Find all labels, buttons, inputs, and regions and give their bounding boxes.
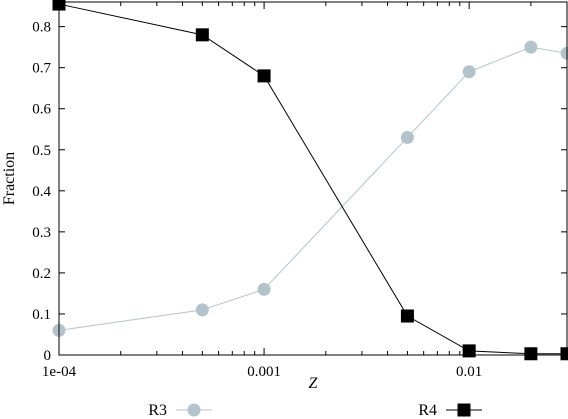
x-tick-label: 0.001 bbox=[247, 364, 281, 380]
data-point-r4 bbox=[560, 347, 568, 361]
y-tick-label: 0 bbox=[44, 348, 52, 364]
legend-label-r4: R4 bbox=[418, 402, 437, 419]
x-tick-label: 0.01 bbox=[456, 364, 482, 380]
y-axis-label: Fraction bbox=[1, 152, 18, 205]
plot-frame bbox=[58, 1, 568, 356]
series-line-r4 bbox=[58, 3, 567, 355]
y-tick-label: 0.6 bbox=[32, 102, 51, 118]
data-point-r3 bbox=[462, 65, 476, 79]
y-tick-label: 0.3 bbox=[32, 225, 51, 241]
data-point-r3 bbox=[400, 130, 414, 144]
legend-marker-r3 bbox=[187, 403, 201, 417]
axis-ticks: 0 0.1 0.2 0.3 0.4 0.5 0.6 0.7 0.8 1e-04 0.001 0.01 bbox=[32, 2, 567, 380]
y-tick-label: 0.7 bbox=[32, 61, 51, 77]
plot-series bbox=[52, 0, 568, 361]
legend-marker-r4 bbox=[457, 403, 471, 417]
y-tick-label: 0.1 bbox=[32, 307, 51, 323]
data-point-r3 bbox=[524, 40, 538, 54]
data-point-r3 bbox=[560, 46, 568, 60]
data-point-r4 bbox=[462, 344, 476, 358]
data-point-r4 bbox=[524, 347, 538, 361]
x-tick-label: 1e-04 bbox=[42, 364, 77, 380]
data-point-r4 bbox=[400, 309, 414, 323]
legend-label-r3: R3 bbox=[148, 402, 167, 419]
x-axis-label: Z bbox=[309, 375, 319, 392]
data-point-r3 bbox=[195, 303, 209, 317]
y-tick-label: 0.8 bbox=[32, 20, 51, 36]
y-tick-label: 0.5 bbox=[32, 143, 51, 159]
series-line-r3 bbox=[58, 46, 568, 331]
data-point-r3 bbox=[257, 282, 271, 296]
data-point-r4 bbox=[257, 69, 271, 83]
legend: R3 R4 bbox=[148, 402, 482, 419]
y-tick-label: 0.4 bbox=[32, 184, 51, 200]
y-tick-label: 0.2 bbox=[32, 266, 51, 282]
data-point-r4 bbox=[195, 28, 209, 42]
